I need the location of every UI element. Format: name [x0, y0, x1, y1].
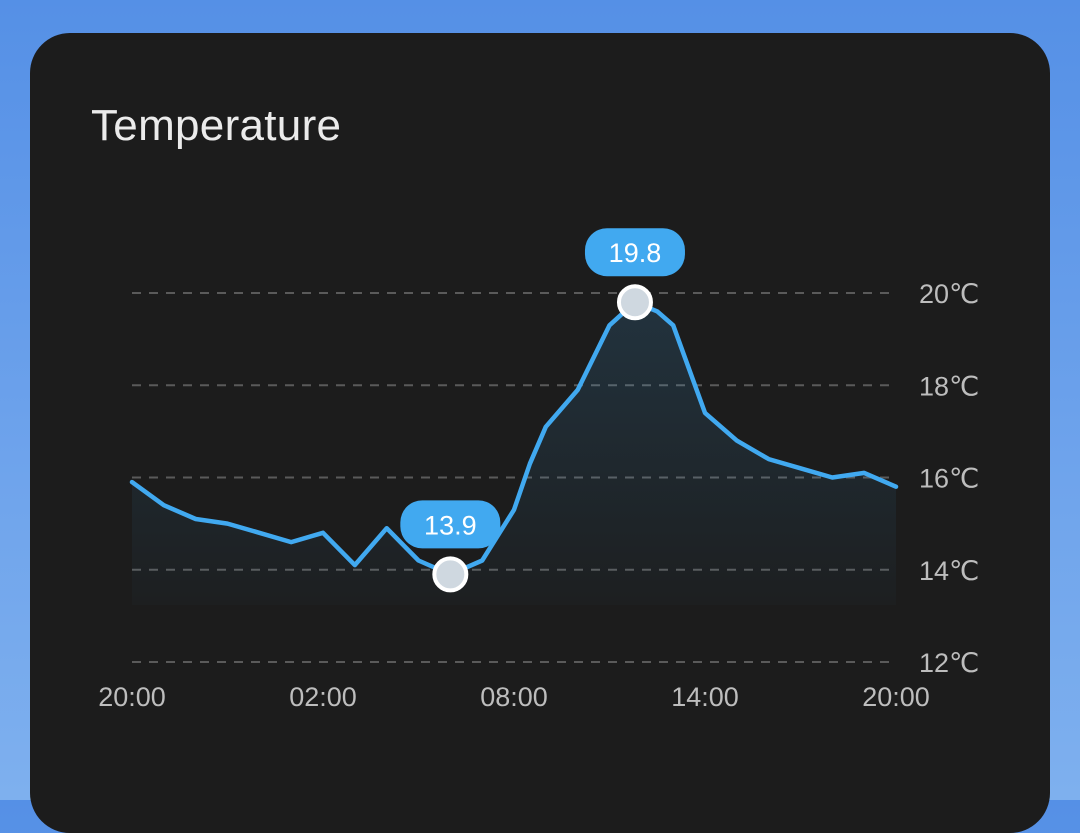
min-point-marker[interactable] — [432, 556, 469, 593]
x-tick-label: 20:00 — [862, 682, 930, 712]
temperature-card: Temperature — [30, 33, 1050, 833]
series-line — [129, 299, 899, 577]
y-tick-label: 20℃ — [919, 279, 979, 309]
y-tick-label: 16℃ — [919, 464, 979, 494]
y-tick-label: 18℃ — [919, 371, 979, 401]
min-label-bubble — [400, 500, 501, 549]
y-tick-label: 14℃ — [919, 556, 979, 586]
max-value-label: 19.8 — [609, 238, 662, 268]
x-tick-label: 14:00 — [671, 682, 739, 712]
series-area — [132, 302, 896, 605]
temperature-chart: 20℃ 18℃ 16℃ 14℃ 12℃ 20:00 02:00 08:00 14:00 20:00… — [98, 228, 979, 712]
x-tick-label: 20:00 — [98, 682, 166, 712]
x-tick-label: 02:00 — [289, 682, 357, 712]
max-label-bubble — [584, 228, 685, 277]
card-title: Temperature — [91, 101, 342, 150]
min-value-label: 13.9 — [424, 510, 477, 540]
y-tick-label: 12℃ — [919, 648, 979, 678]
max-point-marker[interactable] — [616, 284, 653, 321]
x-tick-label: 08:00 — [480, 682, 548, 712]
